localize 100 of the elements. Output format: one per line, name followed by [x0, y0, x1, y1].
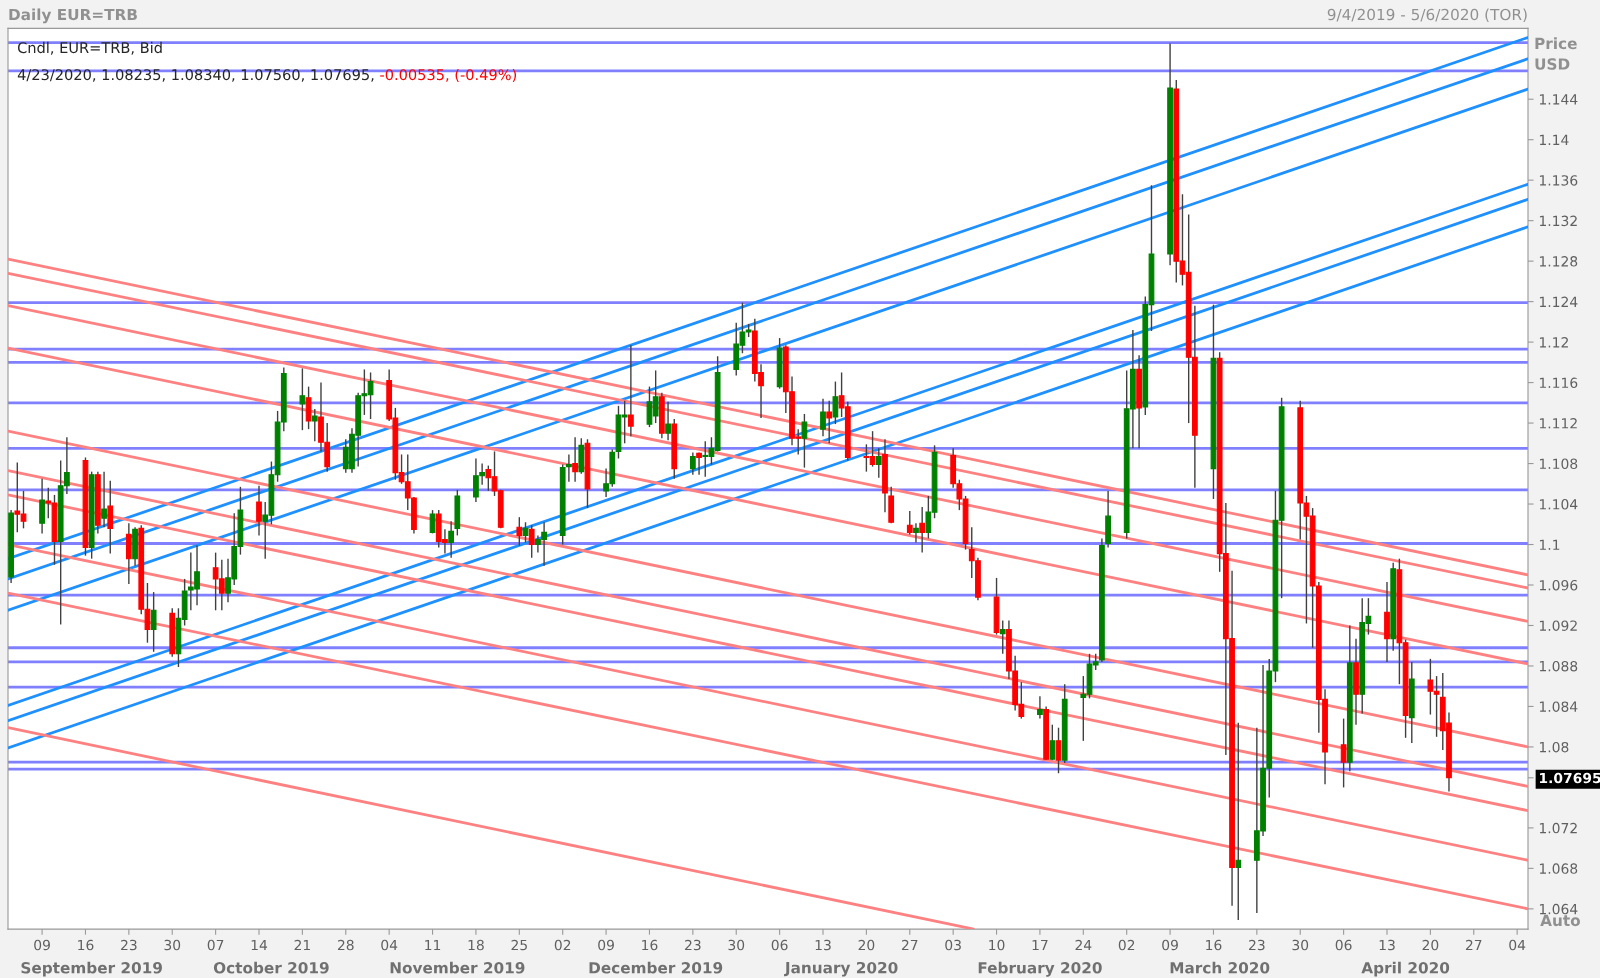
y-tick-label: 1.096 [1539, 579, 1578, 591]
x-tick-label: 09 [598, 939, 614, 951]
candlestick [256, 485, 262, 537]
x-tick-label: 27 [901, 939, 918, 951]
x-tick-label: 23 [1249, 939, 1265, 951]
x-tick-label: 02 [554, 939, 571, 951]
y-tick-label: 1.092 [1539, 620, 1577, 631]
y-tick-label: 1.088 [1539, 660, 1578, 672]
x-tick-label: 06 [771, 939, 788, 951]
candlestick [39, 478, 45, 535]
text: Auto [1540, 914, 1580, 927]
x-tick-label: 23 [121, 939, 137, 951]
x-tick-label: 21 [294, 939, 310, 951]
candlestick [627, 344, 634, 437]
x-tick-label: 04 [381, 939, 398, 951]
y-tick-label: 1.116 [1539, 377, 1578, 389]
x2-tick-label: October 2019 [213, 961, 329, 974]
y-tick-label: 1.072 [1539, 822, 1577, 834]
y-tick-label: 1.108 [1539, 458, 1578, 470]
x-tick-label: 18 [468, 939, 484, 951]
y-tick-label: 1.124 [1539, 296, 1578, 307]
candlestick [566, 453, 572, 483]
candlestick [305, 385, 312, 430]
candlestick [101, 470, 107, 529]
candlestick [448, 520, 455, 559]
x-tick-label: 09 [1162, 939, 1178, 951]
candlestick [1049, 723, 1056, 761]
x2-tick-label: September 2019 [21, 961, 162, 977]
chart-title: Daily EUR=TRB [9, 8, 137, 24]
candlestick [299, 367, 306, 431]
y-tick-label: 1.084 [1539, 701, 1578, 712]
x-tick-label: 24 [1075, 939, 1092, 951]
x-tick-label: 13 [1379, 939, 1395, 951]
x-tick-label: 30 [164, 939, 181, 951]
y-tick-label: 1.07695 [1539, 772, 1600, 784]
candlestick [1340, 717, 1347, 789]
x-tick-label: 17 [1032, 939, 1048, 951]
y-tick-label: 1.08 [1539, 741, 1569, 753]
x-tick-label: 03 [945, 939, 961, 951]
x-tick-label: 16 [1206, 939, 1222, 951]
candlestick [832, 380, 839, 425]
candlestick [913, 522, 919, 544]
x2-tick-label: December 2019 [589, 961, 723, 974]
x-tick-label: 25 [511, 939, 527, 951]
x-tick-label: 10 [989, 939, 1005, 951]
candlestick [820, 398, 826, 437]
x-tick-label: 16 [78, 939, 94, 951]
x-tick-label: 30 [728, 939, 745, 951]
x-tick-label: 28 [337, 939, 354, 951]
candlestick [1235, 721, 1242, 921]
x-tick-label: 23 [685, 939, 701, 951]
x-tick-label: 16 [642, 939, 658, 951]
x-tick-label: 09 [34, 939, 50, 951]
candlestick [875, 447, 882, 479]
candlestick [1037, 695, 1043, 720]
x-tick-label: 27 [1465, 939, 1482, 951]
x-tick-label: 04 [1509, 939, 1526, 951]
y-tick-label: 1.136 [1539, 175, 1578, 186]
candlestick [1055, 727, 1062, 774]
candlestick [311, 408, 318, 442]
candlestick [696, 451, 702, 476]
x-tick-label: 14 [251, 939, 268, 951]
x2-tick-label: April 2020 [1361, 961, 1450, 977]
candlestick [801, 413, 808, 469]
y-tick-label: 1.14 [1539, 134, 1569, 145]
candlestick [919, 506, 926, 554]
y-tick-label: 1.144 [1539, 94, 1578, 105]
x-tick-label: 20 [1422, 939, 1439, 951]
x-tick-label: 06 [1335, 939, 1352, 951]
y-tick-label: 1.1 [1539, 539, 1560, 550]
candlestick [826, 400, 833, 445]
x-tick-label: 30 [1292, 939, 1309, 951]
y-tick-label: 1.104 [1539, 499, 1578, 510]
x2-tick-label: November 2019 [390, 961, 525, 974]
candlestick [665, 401, 671, 441]
y-tick-label: 1.132 [1539, 215, 1577, 227]
x-tick-label: 20 [858, 939, 875, 951]
x-tick-label: 13 [815, 939, 831, 951]
x2-tick-label: January 2020 [784, 961, 898, 977]
candlestick [528, 524, 535, 559]
y-tick-label: 1.064 [1539, 903, 1578, 915]
candlestick [999, 619, 1006, 655]
y-tick-label: 1.12 [1539, 337, 1568, 348]
candlestick [516, 516, 523, 547]
y-tick-label: 1.112 [1539, 418, 1577, 429]
x-tick-label: 07 [207, 939, 224, 951]
y-tick-label: 1.068 [1539, 863, 1578, 874]
x-tick-label: 02 [1118, 939, 1135, 951]
chart-subtitle: 9/4/2019 - 5/6/2020 (TOR) [1327, 8, 1527, 23]
x2-tick-label: March 2020 [1170, 961, 1270, 974]
candlestick [150, 591, 157, 653]
candlestick [107, 480, 114, 555]
candlestick [906, 510, 913, 536]
y-axis-title: Price USD [1535, 37, 1577, 70]
x-tick-label: 11 [425, 939, 441, 951]
candlestick [572, 436, 578, 483]
annotation: Cndl, EUR=TRB, Bid [17, 41, 162, 55]
annotation: -0.00535, (-0.49%) [380, 68, 517, 82]
x2-tick-label: February 2020 [978, 961, 1102, 977]
y-tick-label: 1.128 [1539, 256, 1578, 267]
